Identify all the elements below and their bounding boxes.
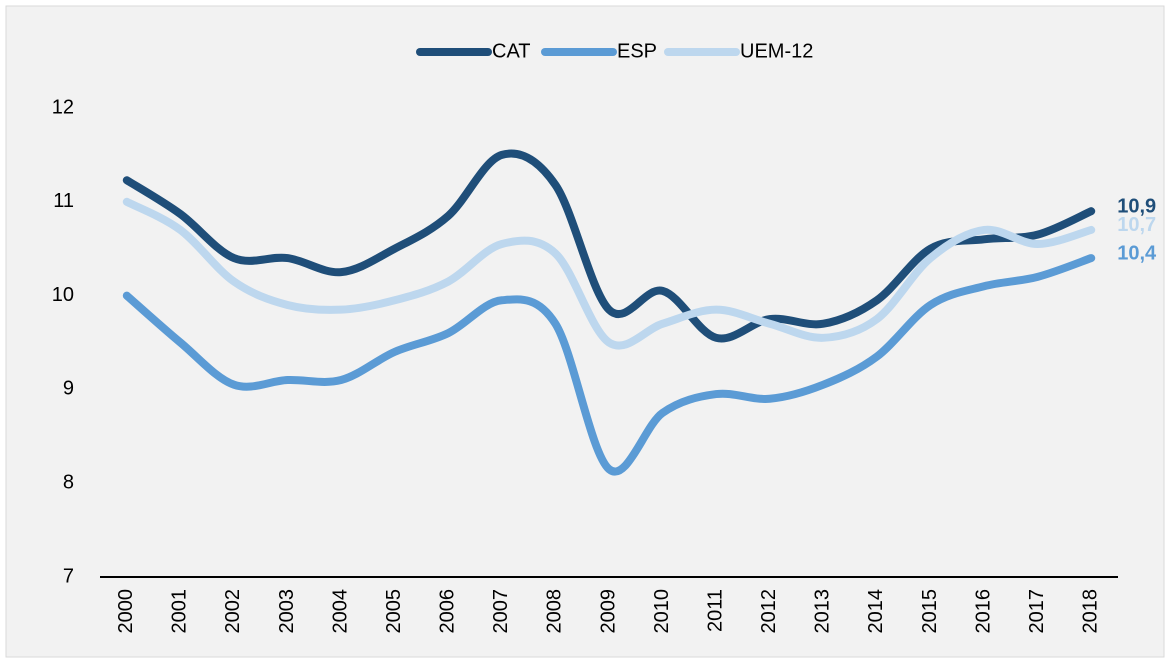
y-tick-label: 10 <box>52 284 74 306</box>
x-tick-label: 2000 <box>115 589 137 634</box>
x-tick-label: 2009 <box>597 589 619 634</box>
value-label: 10,4 <box>1117 242 1157 264</box>
x-tick-label: 2004 <box>329 589 351 634</box>
x-tick-label: 2017 <box>1026 589 1048 634</box>
line-series <box>122 149 1096 343</box>
value-label: 10,9 <box>1117 195 1156 217</box>
y-tick-label: 7 <box>63 565 74 587</box>
legend-label: CAT <box>492 40 531 62</box>
x-tick-label: 2016 <box>972 589 994 634</box>
line-series <box>122 197 1096 350</box>
x-tick-label: 2001 <box>169 589 191 634</box>
x-tick-label: 2005 <box>383 589 405 634</box>
x-tick-label: 2012 <box>758 589 780 634</box>
x-tick-label: 2011 <box>704 589 726 632</box>
x-tick-label: 2010 <box>651 589 673 634</box>
y-tick-label: 12 <box>52 96 74 118</box>
x-tick-label: 2003 <box>276 589 298 634</box>
legend-label: UEM-12 <box>740 40 813 62</box>
background <box>5 5 1165 658</box>
y-tick-label: 9 <box>63 378 74 400</box>
x-tick-label: 2013 <box>812 589 834 634</box>
y-tick-label: 8 <box>63 471 74 493</box>
value-label: 10,7 <box>1117 214 1156 236</box>
x-tick-label: 2018 <box>1079 589 1101 634</box>
x-tick-label: 2007 <box>490 589 512 634</box>
legend-label: ESP <box>617 40 657 62</box>
x-tick-label: 2002 <box>222 589 244 634</box>
x-tick-label: 2006 <box>437 589 459 634</box>
line-series <box>122 254 1096 476</box>
x-tick-label: 2014 <box>865 589 887 634</box>
x-tick-label: 2008 <box>544 589 566 634</box>
x-tick-label: 2015 <box>919 589 941 634</box>
y-tick-label: 11 <box>53 190 74 212</box>
